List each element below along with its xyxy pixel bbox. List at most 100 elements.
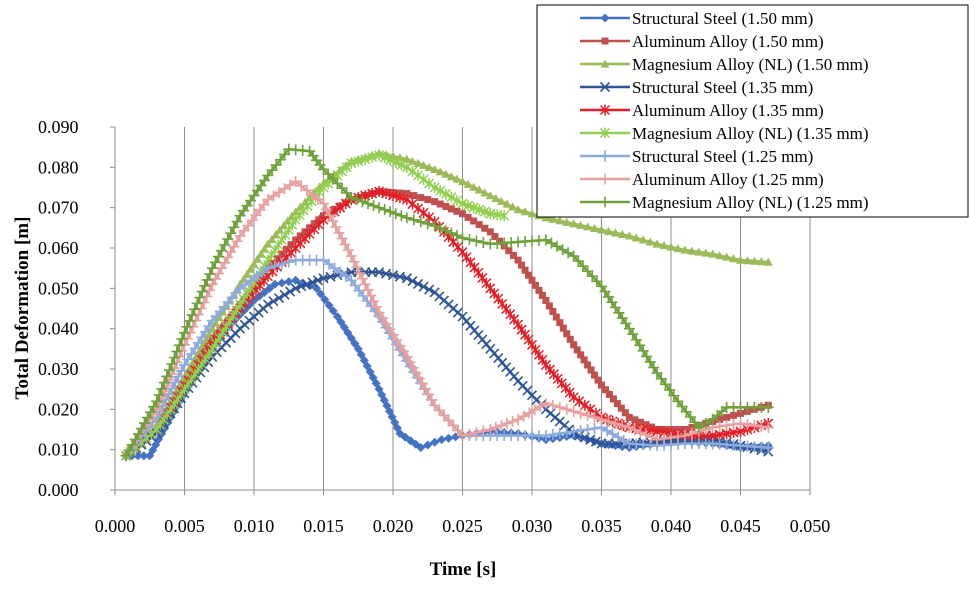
data-point <box>423 440 433 450</box>
data-point <box>340 198 351 210</box>
data-point <box>384 206 396 218</box>
x-axis-title: Time [s] <box>430 559 497 580</box>
data-point <box>480 188 490 197</box>
data-point <box>346 157 357 169</box>
data-point <box>296 281 307 292</box>
data-point <box>259 244 269 253</box>
data-point <box>269 259 277 267</box>
data-point <box>599 104 611 116</box>
data-point <box>601 386 609 394</box>
data-point <box>475 221 483 229</box>
data-point <box>596 413 607 425</box>
legend-entry: Magnesium Alloy (NL) (1.25 mm) <box>580 193 869 212</box>
data-point <box>330 221 342 233</box>
data-point <box>447 205 455 213</box>
data-point <box>509 251 517 259</box>
data-point <box>583 222 593 231</box>
data-point <box>590 436 602 447</box>
data-point <box>638 235 648 244</box>
data-point <box>216 245 228 257</box>
data-point <box>179 327 190 339</box>
data-point <box>179 359 190 371</box>
data-point <box>470 217 478 225</box>
data-point <box>680 245 690 254</box>
data-point <box>359 278 371 290</box>
data-point <box>497 298 508 310</box>
data-point <box>301 184 313 196</box>
data-point <box>171 345 183 357</box>
data-point <box>407 198 418 210</box>
series-9 <box>120 143 774 462</box>
data-point <box>529 404 541 416</box>
data-point <box>192 337 204 349</box>
data-point <box>730 411 738 419</box>
data-point <box>284 179 296 191</box>
data-point <box>545 237 557 249</box>
data-point <box>535 286 543 294</box>
data-point <box>561 427 573 439</box>
data-point <box>501 303 512 315</box>
data-point <box>603 226 613 235</box>
data-point <box>381 188 392 200</box>
data-point <box>534 401 546 413</box>
data-point <box>502 199 512 208</box>
data-point <box>396 159 407 171</box>
x-tick-label: 0.025 <box>442 516 483 536</box>
data-point <box>276 258 288 270</box>
data-point <box>618 434 630 446</box>
data-point <box>538 291 546 299</box>
data-point <box>736 255 745 264</box>
data-point <box>468 202 479 214</box>
data-point <box>407 165 418 177</box>
data-point <box>345 192 357 204</box>
data-point <box>474 204 485 216</box>
data-point <box>173 339 185 351</box>
data-point <box>176 333 188 345</box>
data-point <box>234 282 246 294</box>
data-point <box>648 361 660 373</box>
data-point <box>594 376 602 384</box>
data-point <box>153 389 165 401</box>
data-point <box>419 160 429 169</box>
data-point <box>591 371 599 379</box>
data-point <box>166 358 178 370</box>
data-point <box>568 426 580 438</box>
legend-entry: Aluminum Alloy (1.25 mm) <box>580 170 824 189</box>
data-point <box>458 176 467 186</box>
data-point <box>403 190 411 198</box>
data-point <box>185 348 197 360</box>
data-point <box>573 346 581 354</box>
data-point <box>240 278 252 290</box>
legend-entry: Structural Steel (1.50 mm) <box>580 9 813 28</box>
data-point <box>373 202 385 214</box>
data-point <box>401 273 412 284</box>
data-point <box>548 214 558 223</box>
data-point <box>295 180 307 192</box>
data-point <box>742 256 752 265</box>
data-point <box>196 331 208 343</box>
data-point <box>447 419 459 431</box>
data-point <box>418 173 429 185</box>
data-point <box>580 356 588 364</box>
data-point <box>354 267 366 279</box>
data-point <box>728 418 740 430</box>
series-6 <box>121 149 510 462</box>
data-point <box>434 222 446 234</box>
data-point <box>353 155 364 167</box>
data-point <box>435 167 445 176</box>
data-point <box>623 323 635 335</box>
data-point <box>568 391 579 403</box>
data-point <box>201 274 213 286</box>
data-point <box>133 451 143 461</box>
data-point <box>557 244 569 256</box>
data-point <box>451 229 463 241</box>
data-point <box>279 289 290 300</box>
data-point <box>394 340 406 352</box>
data-point <box>523 407 535 419</box>
data-point <box>457 430 468 442</box>
data-point <box>424 211 435 223</box>
data-point <box>256 249 266 258</box>
data-point <box>520 207 530 216</box>
data-point <box>172 371 184 383</box>
data-point <box>582 424 594 435</box>
